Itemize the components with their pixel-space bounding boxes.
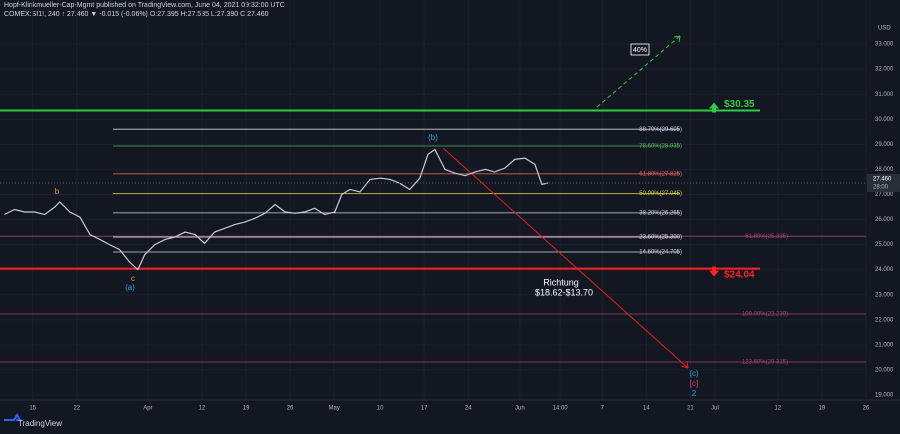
y-tick-label: 27.000	[875, 192, 894, 198]
x-tick-label: 24	[465, 406, 472, 412]
last-price-box	[867, 173, 900, 192]
y-tick-label: 22.000	[875, 317, 894, 323]
level-arrow	[709, 266, 719, 277]
level-arrow	[709, 102, 719, 113]
extension-label: 123.60%(20.315)	[742, 360, 788, 366]
annotation: $18.62-$13.70	[535, 287, 593, 297]
fib-label: 61.80%(27.825)	[639, 171, 682, 177]
symbol-info: COMEX:SI1!, 240 ↑ 27.460 ▼ -0.015 (-0.06…	[4, 11, 269, 18]
target-arrow	[596, 35, 681, 108]
x-tick-label: 19	[243, 406, 250, 412]
price-line	[4, 148, 549, 271]
extension-label: 100.00%(22.230)	[742, 312, 788, 318]
y-tick-label: 26.000	[875, 217, 894, 223]
annotation: b	[55, 187, 60, 196]
x-tick-label: 14	[643, 406, 650, 412]
y-tick-label: 33.000	[875, 42, 894, 48]
x-tick-label: 7	[601, 406, 605, 412]
x-tick-label: 22	[73, 406, 80, 412]
y-tick-label: 30.000	[875, 117, 894, 123]
x-tick-label: 17	[421, 406, 428, 412]
key-level-label: $30.35	[724, 99, 755, 110]
last-price: 27.460	[873, 177, 892, 183]
y-tick-label: 21.000	[875, 342, 894, 348]
brand: TradingView	[18, 419, 62, 428]
annotation: Richtung	[543, 277, 579, 287]
y-tick-label: 29.000	[875, 142, 894, 148]
x-tick-label: 12	[199, 406, 206, 412]
annotation: 40%	[633, 47, 647, 54]
label-box	[630, 43, 650, 56]
annotation: (c)	[689, 369, 699, 378]
x-tick-label: 15	[29, 406, 36, 412]
fib-label: 14.60%(24.705)	[639, 250, 682, 256]
fib-label: 38.20%(26.265)	[639, 210, 682, 216]
y-tick-label: 24.000	[875, 267, 894, 273]
x-tick-label: Apr	[143, 406, 152, 412]
x-tick-label: 14:00	[553, 406, 569, 412]
x-tick-label: 26	[287, 406, 294, 412]
x-tick-label: 10	[377, 406, 384, 412]
fib-label: 78.60%(28.935)	[639, 144, 682, 150]
annotation: c	[131, 274, 135, 283]
y-tick-label: 20.000	[875, 368, 894, 374]
x-tick-label: Jul	[711, 406, 719, 412]
x-tick-label: 12	[775, 406, 782, 412]
y-tick-label: 28.000	[875, 167, 894, 173]
annotation: (b)	[428, 133, 438, 142]
x-tick-label: Jun	[515, 406, 525, 412]
x-tick-label: 19	[819, 406, 826, 412]
annotation: (a)	[125, 283, 135, 292]
y-tick-label: 23.000	[875, 292, 894, 298]
fib-label: 50.00%(27.045)	[639, 191, 682, 197]
currency: USD	[878, 26, 891, 32]
annotation: 2	[692, 389, 697, 398]
annotation: [c]	[690, 379, 698, 388]
brand-logo	[4, 413, 22, 421]
x-tick-label: May	[329, 406, 340, 412]
projection-arrow	[442, 147, 689, 369]
key-level-label: $24.04	[724, 269, 755, 280]
y-tick-label: 25.000	[875, 242, 894, 248]
x-tick-label: 21	[687, 406, 694, 412]
y-tick-label: 31.000	[875, 92, 894, 98]
chart-title: Hopf-Klinkmueller-Cap-Mgmt published on …	[4, 2, 285, 9]
fib-label: 88.70%(29.605)	[639, 127, 682, 133]
extension-label: 61.80%(25.335)	[745, 234, 788, 240]
y-tick-label: 19.000	[875, 393, 894, 399]
y-tick-label: 32.000	[875, 67, 894, 73]
countdown: 28:00	[873, 185, 889, 191]
fib-label: 23.60%(25.300)	[639, 235, 682, 241]
x-tick-label: 26	[863, 406, 870, 412]
arrow-head	[680, 360, 689, 369]
arrow-head	[673, 35, 681, 43]
